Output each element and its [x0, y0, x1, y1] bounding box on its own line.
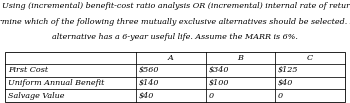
Text: $40: $40: [278, 79, 293, 87]
Text: C: C: [307, 54, 313, 62]
Text: Salvage Value: Salvage Value: [8, 92, 64, 100]
Text: $560: $560: [139, 66, 159, 74]
Text: alternative has a 6-year useful life. Assume the MARR is 6%.: alternative has a 6-year useful life. As…: [52, 33, 298, 42]
Text: Using (incremental) benefit-cost ratio analysis OR (incremental) internal rate o: Using (incremental) benefit-cost ratio a…: [0, 2, 350, 10]
Text: Uniform Annual Benefit: Uniform Annual Benefit: [8, 79, 104, 87]
Text: $125: $125: [278, 66, 299, 74]
Text: determine which of the following three mutually exclusive alternatives should be: determine which of the following three m…: [0, 18, 350, 26]
Text: A: A: [168, 54, 174, 62]
Text: B: B: [237, 54, 243, 62]
Text: 0: 0: [208, 92, 214, 100]
Text: $340: $340: [208, 66, 229, 74]
Text: $140: $140: [139, 79, 159, 87]
Text: First Cost: First Cost: [8, 66, 48, 74]
Text: $100: $100: [208, 79, 229, 87]
Text: 0: 0: [278, 92, 283, 100]
Bar: [5, 52, 345, 102]
Text: $40: $40: [139, 92, 154, 100]
